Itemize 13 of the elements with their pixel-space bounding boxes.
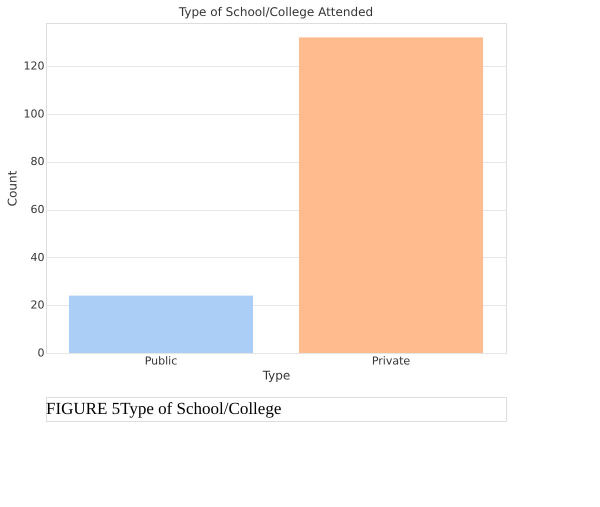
x-tick-label: Private	[372, 354, 410, 368]
y-tick-label: 120	[24, 60, 44, 73]
y-tick-label: 0	[38, 346, 44, 360]
x-axis-title: Type	[262, 368, 290, 382]
x-tick-label: Public	[144, 354, 178, 368]
y-tick-label: 40	[30, 250, 44, 264]
y-tick-label: 60	[30, 203, 44, 216]
y-tick-label: 80	[30, 155, 44, 168]
y-tick-label: 100	[24, 107, 44, 120]
y-axis-title: Count	[6, 170, 20, 206]
y-tick-label: 20	[30, 298, 44, 312]
chart-title: Type of School/College Attended	[178, 5, 374, 19]
caption: FIGURE 5Type of School/College	[46, 399, 282, 418]
